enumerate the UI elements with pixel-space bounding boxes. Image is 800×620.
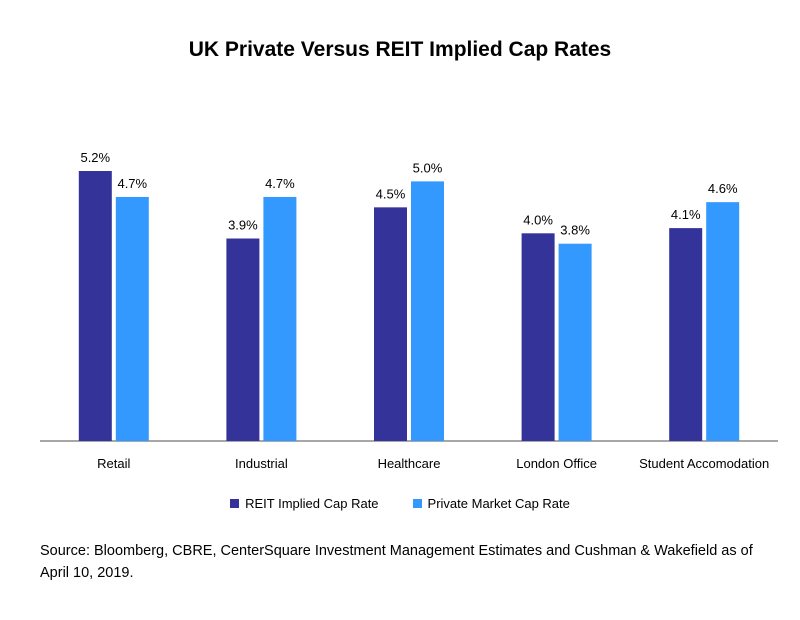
legend-swatch-private <box>412 499 422 508</box>
bar-reit-1 <box>226 238 260 441</box>
bar-reit-4 <box>669 228 703 441</box>
bar-chart: 5.2% 4.7% Retail 3.9% 4.7% Industrial 4.5% 5.0%… <box>40 150 778 471</box>
data-label-reit-4: 4.1% <box>671 207 701 222</box>
category-label-1: Industrial <box>235 456 288 471</box>
legend-label-private: Private Market Cap Rate <box>427 496 570 511</box>
category-label-2: Healthcare <box>378 456 441 471</box>
bar-reit-0 <box>78 171 112 441</box>
legend-item-private: Private Market Cap Rate <box>412 496 570 511</box>
bar-private-0 <box>115 196 149 441</box>
chart-title: UK Private Versus REIT Implied Cap Rates <box>188 38 612 61</box>
bar-private-4 <box>706 202 740 441</box>
legend-label-reit: REIT Implied Cap Rate <box>245 496 379 511</box>
category-label-4: Student Accomodation <box>639 456 769 471</box>
data-label-private-1: 4.7% <box>265 176 295 191</box>
category-label-3: London Office <box>516 456 597 471</box>
legend-item-reit: REIT Implied Cap Rate <box>230 496 379 511</box>
bar-private-2 <box>411 181 444 441</box>
data-label-private-0: 4.7% <box>117 176 147 191</box>
source-note: Source: Bloomberg, CBRE, CenterSquare In… <box>40 543 753 581</box>
legend-swatch-reit <box>230 499 240 508</box>
data-label-private-4: 4.6% <box>708 181 738 196</box>
data-label-reit-1: 3.9% <box>228 218 258 233</box>
category-label-0: Retail <box>97 456 130 471</box>
data-label-reit-0: 5.2% <box>80 150 110 165</box>
data-label-reit-2: 4.5% <box>376 186 406 201</box>
bar-reit-2 <box>374 207 407 441</box>
data-label-private-2: 5.0% <box>413 160 443 175</box>
bar-private-1 <box>263 196 297 441</box>
legend: REIT Implied Cap Rate Private Market Cap… <box>0 496 800 511</box>
bar-reit-3 <box>521 233 555 441</box>
data-label-private-3: 3.8% <box>560 223 590 238</box>
bar-private-3 <box>558 243 592 441</box>
data-label-reit-3: 4.0% <box>523 212 553 227</box>
